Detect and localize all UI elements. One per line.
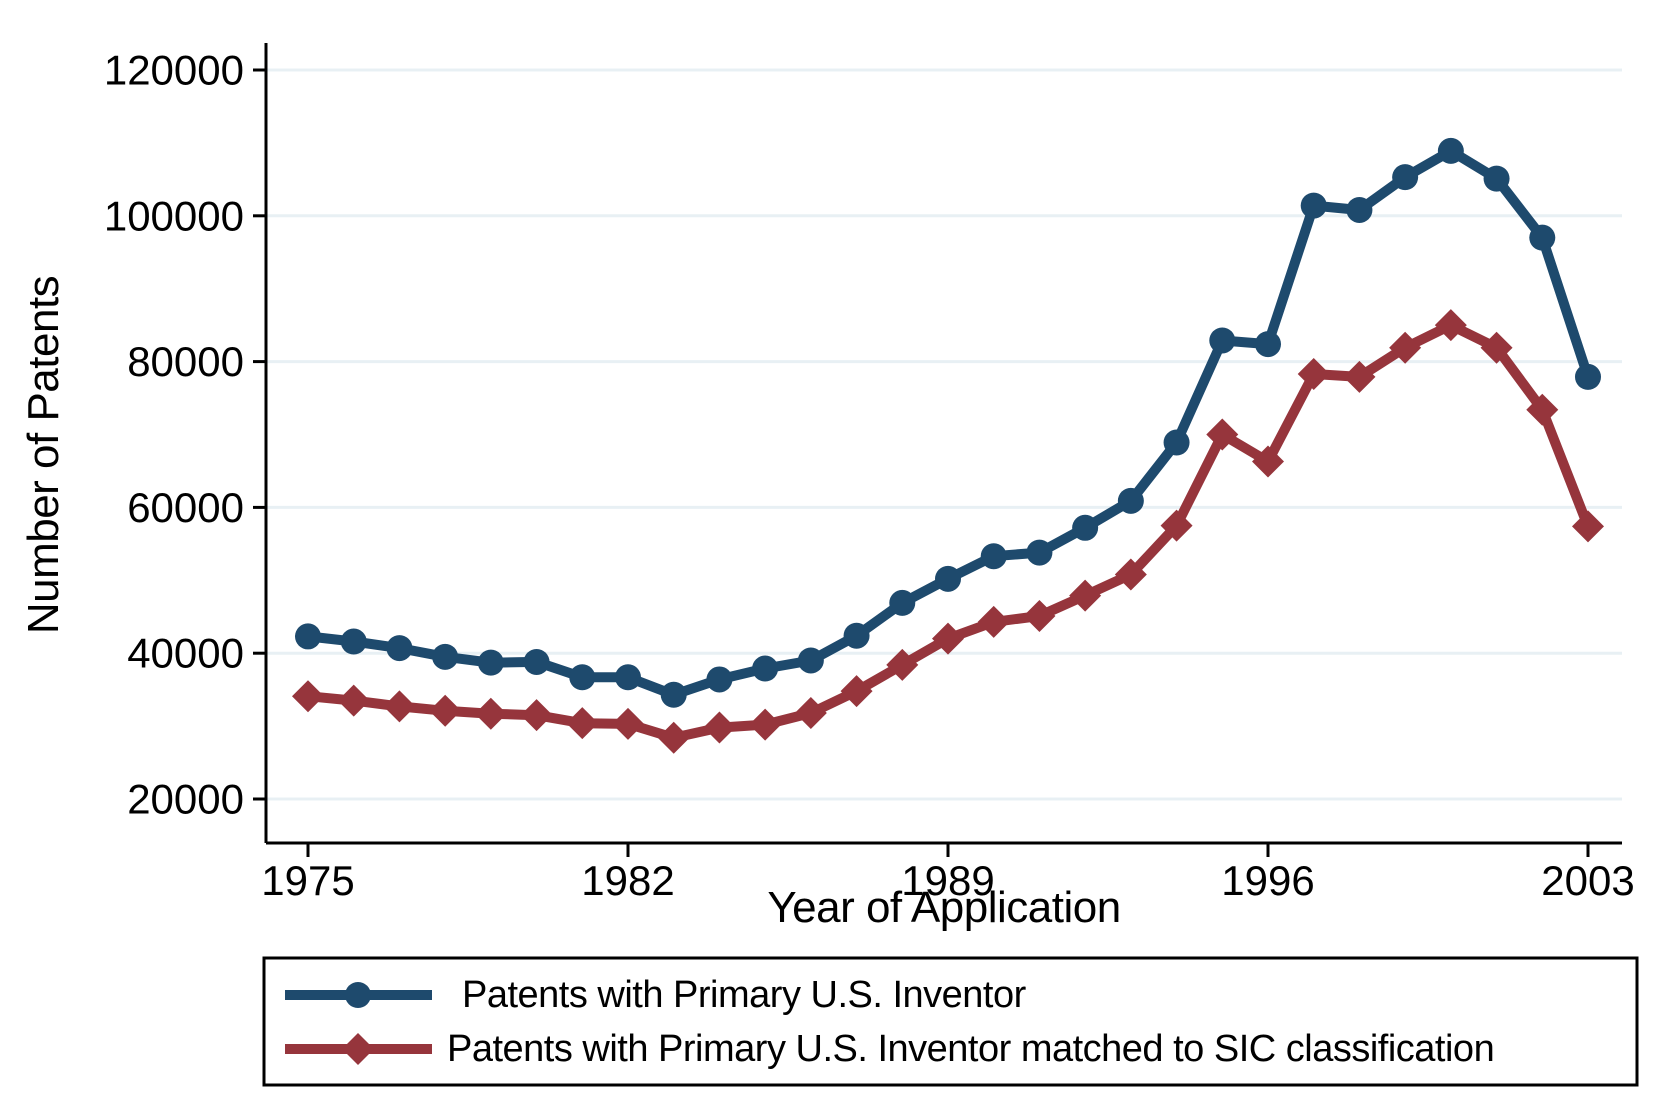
data-point-circle	[1163, 429, 1190, 456]
legend-label-sic-matched: Patents with Primary U.S. Inventor match…	[447, 1028, 1494, 1070]
data-point-diamond	[429, 694, 462, 727]
data-point-diamond	[611, 707, 644, 740]
data-point-circle	[934, 565, 961, 592]
data-point-circle	[1392, 164, 1419, 191]
data-point-circle	[706, 666, 733, 693]
data-point-diamond	[520, 699, 553, 732]
x-tick-label: 1989	[901, 857, 994, 904]
x-tick-label: 2003	[1541, 857, 1634, 904]
axes: 20000 40000 60000 80000 100000 120000 1975 1982…	[104, 43, 1635, 904]
y-tick-label: 120000	[104, 47, 244, 94]
data-point-diamond	[1069, 579, 1102, 612]
x-tick-label: 1996	[1221, 857, 1314, 904]
data-point-diamond	[749, 708, 782, 741]
y-tick-label: 20000	[127, 776, 244, 823]
series-us-inventor	[295, 137, 1601, 708]
data-point-circle	[889, 589, 916, 616]
data-point-diamond	[566, 707, 599, 740]
data-point-circle	[432, 643, 459, 670]
data-point-diamond	[840, 675, 873, 708]
series-line	[307, 320, 1593, 743]
plot-series	[292, 137, 1604, 754]
y-tick-label: 60000	[127, 484, 244, 531]
data-point-circle	[386, 635, 413, 662]
data-point-diamond	[1160, 509, 1193, 542]
data-point-circle	[1117, 487, 1144, 514]
data-point-diamond	[383, 690, 416, 723]
data-point-diamond	[794, 696, 827, 729]
data-point-circle	[1437, 137, 1464, 164]
data-point-diamond	[1297, 357, 1330, 390]
data-point-circle	[1209, 327, 1236, 354]
data-point-diamond	[977, 605, 1010, 638]
legend-box	[262, 956, 1639, 1087]
data-point-circle	[1072, 514, 1099, 541]
data-point-circle	[1346, 196, 1373, 223]
y-tick-label: 80000	[127, 338, 244, 385]
data-point-circle	[295, 623, 321, 650]
data-point-circle	[1574, 363, 1601, 390]
series-line	[307, 145, 1593, 700]
data-point-diamond	[657, 721, 690, 754]
data-point-diamond	[1480, 331, 1513, 364]
data-point-diamond	[1571, 510, 1604, 543]
data-point-diamond	[1389, 331, 1422, 364]
data-point-diamond	[1343, 360, 1376, 393]
data-point-diamond	[337, 684, 370, 717]
data-point-circle	[1254, 331, 1281, 358]
data-point-diamond	[1206, 418, 1239, 451]
data-point-circle	[614, 664, 641, 691]
data-point-circle	[1529, 224, 1556, 251]
y-tick-label: 40000	[127, 630, 244, 677]
data-point-circle	[1300, 192, 1327, 219]
legend-key-circle-marker	[345, 982, 371, 1008]
legend-key-diamond-marker	[342, 1033, 374, 1065]
data-point-diamond	[292, 680, 324, 713]
data-point-diamond	[1526, 393, 1559, 426]
gridlines	[266, 68, 1622, 801]
data-point-diamond	[931, 622, 964, 655]
data-point-circle	[1026, 539, 1053, 566]
legend-label-us-inventor: Patents with Primary U.S. Inventor	[462, 974, 1027, 1016]
x-axis-title: Year of Application	[767, 883, 1120, 932]
data-point-diamond	[474, 697, 507, 730]
data-point-circle	[752, 655, 779, 682]
data-point-circle	[523, 648, 550, 675]
series-sic-matched	[292, 309, 1604, 754]
legend: Patents with Primary U.S. Inventor Paten…	[262, 956, 1639, 1087]
data-point-circle	[843, 622, 870, 649]
data-point-circle	[340, 628, 367, 655]
x-tick-label: 1982	[581, 857, 674, 904]
data-point-diamond	[1434, 309, 1467, 342]
y-tick-label: 100000	[104, 192, 244, 239]
data-point-circle	[1483, 165, 1510, 192]
data-point-circle	[477, 649, 504, 676]
data-point-diamond	[1251, 445, 1284, 478]
data-point-diamond	[1023, 600, 1056, 633]
data-point-diamond	[703, 711, 736, 744]
data-point-diamond	[1114, 558, 1147, 591]
data-point-diamond	[886, 648, 919, 681]
data-point-circle	[660, 681, 687, 708]
y-axis-title: Number of Patents	[19, 276, 68, 634]
x-tick-label: 1975	[261, 857, 354, 904]
data-point-circle	[569, 664, 596, 691]
data-point-circle	[797, 647, 824, 674]
data-point-circle	[980, 543, 1007, 570]
